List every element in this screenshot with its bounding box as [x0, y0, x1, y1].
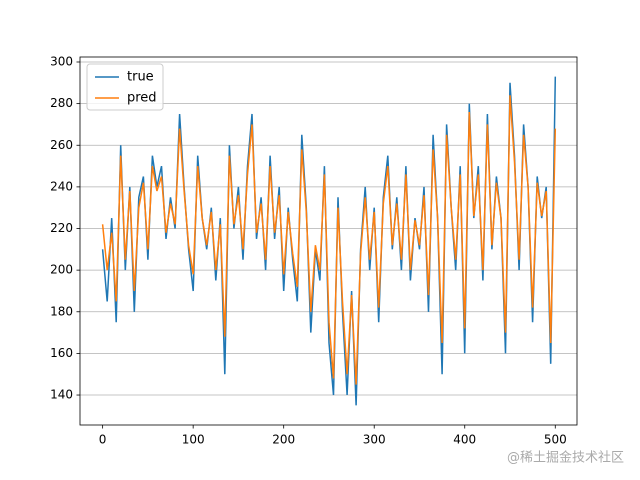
x-tick-label: 0 — [99, 433, 107, 447]
x-tick-label: 200 — [272, 433, 295, 447]
watermark: @稀土掘金技术社区 — [507, 450, 624, 466]
y-tick-label: 140 — [50, 388, 73, 402]
y-tick-label: 260 — [50, 138, 73, 152]
x-tick-label: 500 — [544, 433, 567, 447]
x-tick-label: 400 — [453, 433, 476, 447]
axes-frame — [79, 56, 578, 426]
y-tick-label: 220 — [50, 221, 73, 235]
y-tick-label: 180 — [50, 304, 73, 318]
y-tick-label: 280 — [50, 96, 73, 110]
y-tick-label: 300 — [50, 54, 73, 68]
y-tick-label: 200 — [50, 263, 73, 277]
legend-label: pred — [127, 91, 157, 106]
y-tick-label: 160 — [50, 346, 73, 360]
x-tick-label: 100 — [182, 433, 205, 447]
legend-label: true — [127, 70, 154, 85]
x-tick-label: 300 — [363, 433, 386, 447]
series-line — [101, 95, 557, 385]
y-tick-label: 240 — [50, 179, 73, 193]
